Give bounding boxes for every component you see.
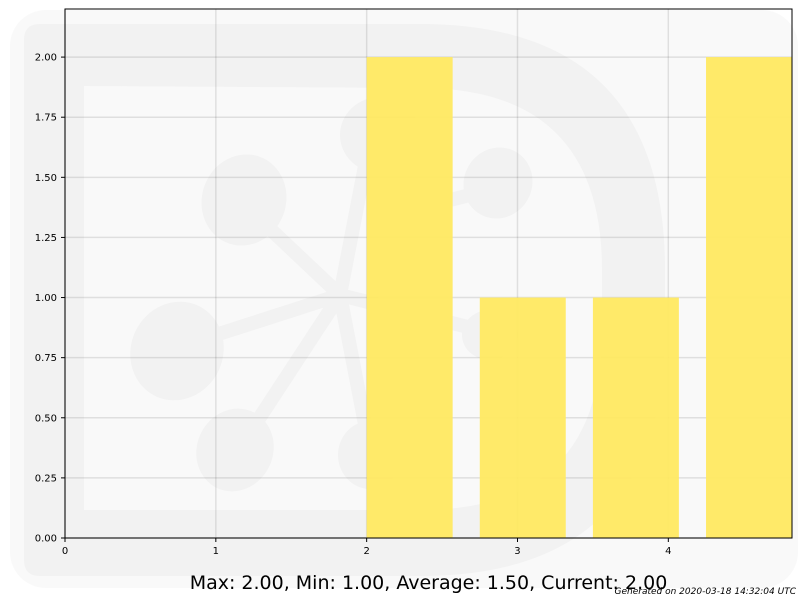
y-tick-label: 1.25	[35, 233, 57, 244]
watermark-d-shape	[24, 24, 665, 576]
y-tick-label: 2.00	[35, 53, 57, 64]
bar	[366, 57, 453, 538]
y-tick-label: 1.00	[35, 293, 57, 304]
x-tick-label: 0	[62, 546, 68, 557]
x-axis-ticks: 0 1 2 3 4	[62, 538, 672, 557]
x-tick-label: 3	[514, 546, 520, 557]
summary-text: Max: 2.00, Min: 1.00, Average: 1.50, Cur…	[189, 572, 668, 594]
bar	[479, 297, 566, 538]
bars	[366, 57, 792, 538]
x-tick-label: 2	[363, 546, 369, 557]
plot-frame	[64, 8, 793, 539]
y-tick-label: 1.50	[35, 173, 57, 184]
y-tick-label: 0.75	[35, 353, 57, 364]
x-tick-label: 4	[665, 546, 671, 557]
x-tick-label: 1	[213, 546, 219, 557]
y-axis-ticks: 0.00 0.25 0.50 0.75 1.00 1.25 1.50 1.75 2.00	[35, 53, 65, 545]
bar	[706, 57, 792, 538]
y-tick-label: 0.00	[35, 534, 57, 545]
y-tick-label: 0.25	[35, 473, 57, 484]
y-tick-label: 0.50	[35, 413, 57, 424]
watermark-network-icon	[130, 97, 533, 492]
y-tick-label: 1.75	[35, 113, 57, 124]
bar	[592, 297, 679, 538]
generated-timestamp: Generated on 2020-03-18 14:32:04 UTC	[614, 587, 797, 597]
